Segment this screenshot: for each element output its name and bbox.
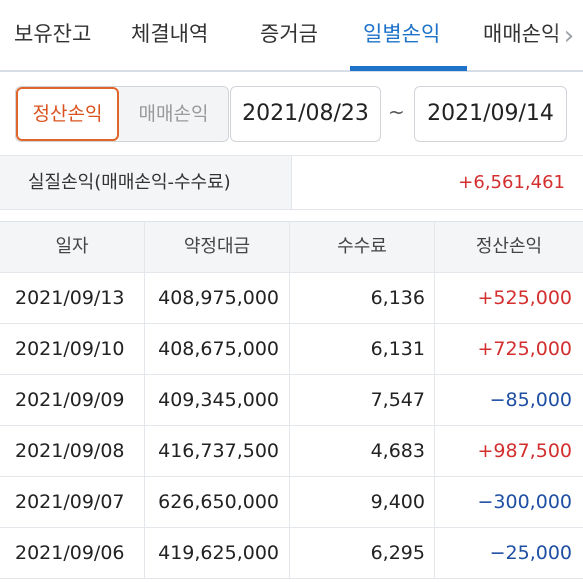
cell-fee: 4,683: [290, 426, 435, 476]
cell-settlement-pnl: +987,500: [477, 440, 573, 462]
table-row[interactable]: 2021/09/07 626,650,000 9,400 −300,000: [0, 477, 583, 528]
cell-date: 2021/09/07: [0, 477, 145, 527]
cell-fee: 6,136: [290, 273, 435, 323]
table-row[interactable]: 2021/09/08 416,737,500 4,683 +987,500: [0, 426, 583, 477]
cell-contract-amount: 419,625,000: [145, 528, 290, 578]
cell-contract-amount: 409,345,000: [145, 375, 290, 425]
table-row[interactable]: 2021/09/09 409,345,000 7,547 −85,000: [0, 375, 583, 426]
settlement-pnl-button[interactable]: 정산손익: [16, 87, 119, 141]
table-row[interactable]: 2021/09/10 408,675,000 6,131 +725,000: [0, 324, 583, 375]
tab-margin[interactable]: 증거금: [260, 22, 318, 46]
date-range-separator: ~: [388, 100, 405, 124]
cell-settlement-pnl: +525,000: [477, 287, 573, 309]
tab-bar: 보유잔고 체결내역 증거금 일별손익 매매손익 ›: [0, 0, 583, 72]
active-tab-indicator: [350, 66, 467, 71]
net-pnl-label: 실질손익(매매손익-수수료): [0, 156, 292, 209]
tab-executions[interactable]: 체결내역: [131, 22, 209, 46]
cell-settlement-pnl: −300,000: [477, 491, 573, 513]
chevron-right-icon[interactable]: ›: [555, 14, 583, 58]
net-pnl-value: +6,561,461: [458, 172, 565, 193]
header-date: 일자: [0, 222, 145, 272]
tab-daily-pnl[interactable]: 일별손익: [363, 22, 441, 46]
cell-fee: 7,547: [290, 375, 435, 425]
net-pnl-summary: 실질손익(매매손익-수수료) +6,561,461: [0, 155, 583, 210]
trading-pnl-button[interactable]: 매매손익: [119, 87, 228, 141]
daily-pnl-table: 일자 약정대금 수수료 정산손익 2021/09/13 408,975,000 …: [0, 221, 583, 579]
cell-fee: 6,295: [290, 528, 435, 578]
cell-date: 2021/09/08: [0, 426, 145, 476]
cell-date: 2021/09/10: [0, 324, 145, 374]
tab-holdings[interactable]: 보유잔고: [14, 22, 92, 46]
cell-settlement-pnl: +725,000: [477, 338, 573, 360]
cell-settlement-pnl: −25,000: [489, 542, 572, 564]
tab-trading-pnl[interactable]: 매매손익: [483, 22, 561, 46]
cell-settlement-pnl: −85,000: [489, 389, 572, 411]
header-contract-amount: 약정대금: [145, 222, 290, 272]
cell-fee: 9,400: [290, 477, 435, 527]
header-settlement-pnl: 정산손익: [475, 236, 543, 257]
cell-contract-amount: 408,675,000: [145, 324, 290, 374]
cell-contract-amount: 408,975,000: [145, 273, 290, 323]
pnl-type-toggle: 정산손익 매매손익: [15, 86, 229, 142]
end-date-field[interactable]: 2021/09/14: [414, 86, 567, 142]
header-fee: 수수료: [290, 222, 435, 272]
start-date-field[interactable]: 2021/08/23: [230, 86, 381, 142]
cell-contract-amount: 626,650,000: [145, 477, 290, 527]
table-row[interactable]: 2021/09/13 408,975,000 6,136 +525,000: [0, 273, 583, 324]
cell-fee: 6,131: [290, 324, 435, 374]
cell-date: 2021/09/09: [0, 375, 145, 425]
cell-date: 2021/09/06: [0, 528, 145, 578]
table-row[interactable]: 2021/09/06 419,625,000 6,295 −25,000: [0, 528, 583, 579]
cell-date: 2021/09/13: [0, 273, 145, 323]
table-header-row: 일자 약정대금 수수료 정산손익: [0, 221, 583, 273]
cell-contract-amount: 416,737,500: [145, 426, 290, 476]
